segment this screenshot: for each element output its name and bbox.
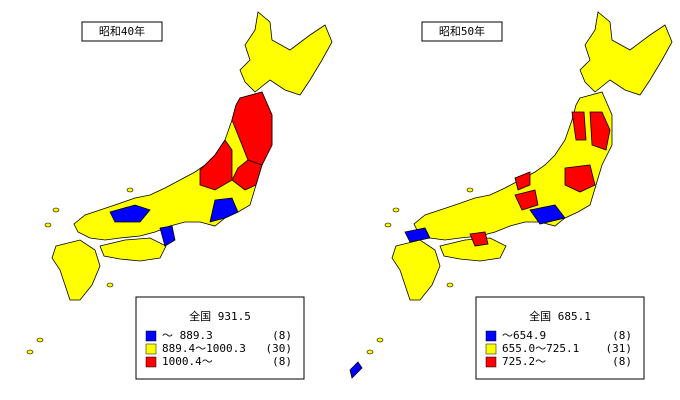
island [126,187,134,193]
legend-swatch [485,330,497,342]
legend-range: ～654.9 [502,329,546,342]
legend-box [135,296,305,380]
hokuriku [199,139,233,191]
fukushima [564,164,596,193]
hokkaido [239,11,333,96]
kyushu [391,239,441,301]
legend-swatch [145,343,157,355]
chugoku-blue [404,227,431,243]
kyushu [51,239,101,301]
legend-swatch [485,356,497,368]
niigata [514,171,531,191]
island [52,207,60,213]
legend-swatch [145,356,157,368]
legend-range: 1000.4～ [162,355,213,368]
legend-swatch [145,330,157,342]
island [44,222,52,228]
title-box [421,21,503,42]
legend-national: 全国 685.1 [529,309,591,323]
okinawa-blue [349,361,363,379]
legend-range: 655.0～725.1 [502,342,579,355]
hokkaido [579,11,673,96]
tohoku-west [571,111,587,141]
panel-title: 昭和50年 [439,24,485,38]
island [466,187,474,193]
kanto-red [514,189,539,211]
legend-swatch [485,343,497,355]
legend-count: (8) [272,355,292,368]
legend-count: (8) [612,329,632,342]
legend-national: 全国 931.5 [189,309,251,323]
tohoku-east [589,111,611,151]
legend-count: (31) [606,342,633,355]
legend-range: ～ 889.3 [162,329,213,342]
kanto-blue [209,197,239,223]
island [106,282,114,288]
kii-blue [159,225,176,247]
legend-count: (30) [266,342,293,355]
shikoku [99,237,167,262]
kinki-blue [109,204,151,223]
legend-box [475,296,645,380]
legend-count: (8) [272,329,292,342]
island [446,282,454,288]
island [26,349,34,355]
tohoku-south [231,159,263,191]
island [36,337,44,343]
honshu [413,91,613,241]
island [384,222,392,228]
panel-title: 昭和40年 [99,24,145,38]
island [366,349,374,355]
legend-count: (8) [612,355,632,368]
kii-red [469,231,489,247]
title-box [81,21,163,42]
legend-range: 889.4～1000.3 [162,342,246,355]
kanto-blue [529,204,566,225]
island [392,207,400,213]
island [376,337,384,343]
legend-range: 725.2～ [502,355,546,368]
